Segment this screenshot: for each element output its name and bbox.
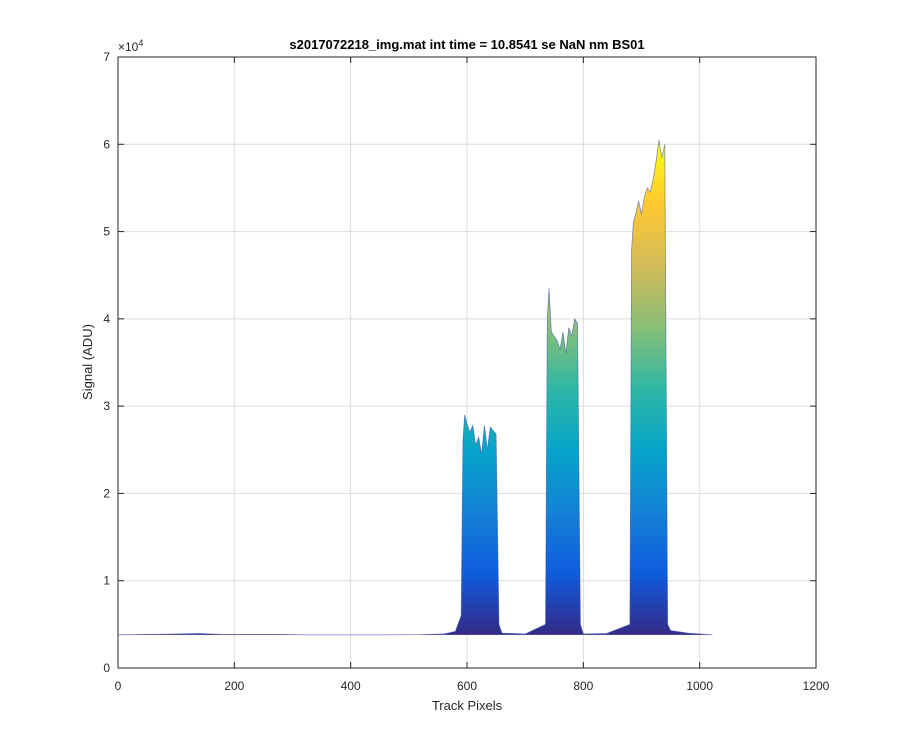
tick-labels: 0 200 400 600 800 1000 1200 0 1 2 3 4 5 6 7 xyxy=(103,50,829,693)
y-tick-label: 7 xyxy=(103,50,110,64)
x-tick-label: 1000 xyxy=(686,679,713,693)
x-tick-label: 800 xyxy=(573,679,593,693)
y-tick-label: 2 xyxy=(103,486,110,500)
y-tick-label: 6 xyxy=(103,137,110,151)
x-axis-label: Track Pixels xyxy=(432,698,503,713)
y-tick-label: 3 xyxy=(103,399,110,413)
data-series xyxy=(118,139,713,636)
x-tick-label: 400 xyxy=(341,679,361,693)
chart-title: s2017072218_img.mat int time = 10.8541 s… xyxy=(289,37,644,52)
grid-lines xyxy=(118,57,816,668)
y-exponent-label: ×104 xyxy=(118,38,143,54)
y-tick-label: 0 xyxy=(103,661,110,675)
x-tick-label: 1200 xyxy=(803,679,830,693)
y-axis-label: Signal (ADU) xyxy=(80,324,95,400)
y-tick-label: 4 xyxy=(103,312,110,326)
x-tick-label: 600 xyxy=(457,679,477,693)
x-tick-label: 200 xyxy=(224,679,244,693)
x-tick-label: 0 xyxy=(115,679,122,693)
signal-area-0 xyxy=(118,139,713,635)
axis-ticks xyxy=(117,56,817,669)
y-tick-label: 5 xyxy=(103,225,110,239)
signal-line-0 xyxy=(118,139,713,636)
y-tick-label: 1 xyxy=(103,574,110,588)
